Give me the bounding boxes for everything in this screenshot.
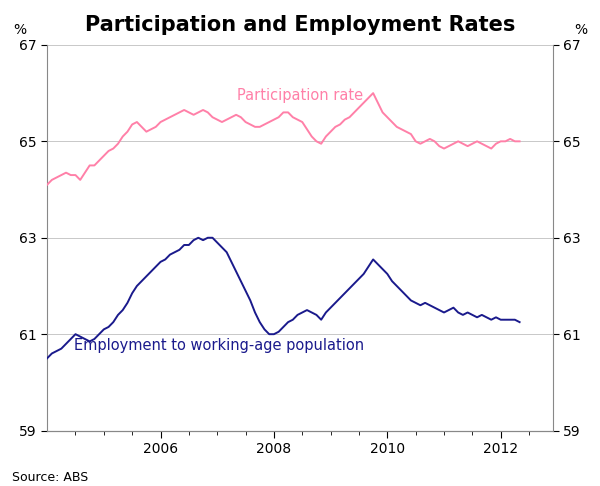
Text: Source: ABS: Source: ABS [12,470,88,484]
Text: %: % [13,23,26,37]
Text: Participation rate: Participation rate [237,87,363,103]
Text: %: % [574,23,587,37]
Title: Participation and Employment Rates: Participation and Employment Rates [85,15,515,35]
Text: Employment to working-age population: Employment to working-age population [74,338,364,353]
